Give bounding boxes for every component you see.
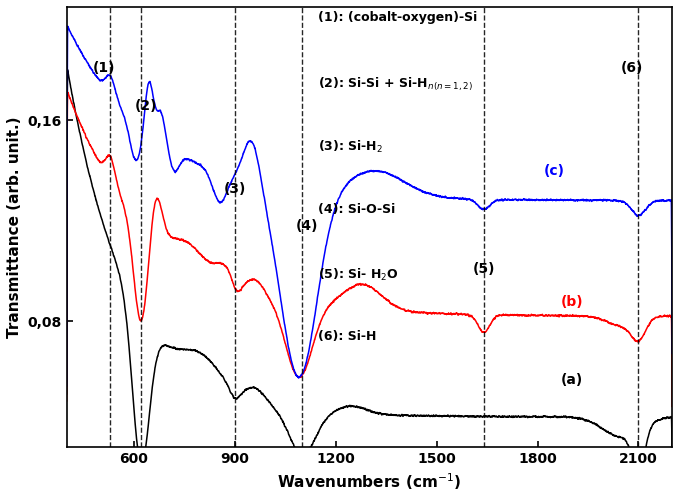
Text: (5): Si- H$_2$O: (5): Si- H$_2$O [318, 266, 399, 282]
Text: (4): (4) [296, 219, 318, 233]
X-axis label: Wavenumbers (cm$^{-1}$): Wavenumbers (cm$^{-1}$) [277, 472, 461, 492]
Text: (3): Si-H$_2$: (3): Si-H$_2$ [318, 139, 383, 155]
Text: (3): (3) [223, 182, 246, 196]
Text: (4): Si-O-Si: (4): Si-O-Si [318, 203, 395, 216]
Y-axis label: Transmittance (arb. unit.): Transmittance (arb. unit.) [7, 116, 22, 338]
Text: (c): (c) [545, 164, 565, 179]
Text: (1): (1) [92, 61, 115, 75]
Text: (a): (a) [561, 373, 583, 387]
Text: (b): (b) [561, 295, 584, 309]
Text: (6): (6) [621, 61, 643, 75]
Text: (6): Si-H: (6): Si-H [318, 330, 376, 343]
Text: (2): (2) [134, 98, 157, 113]
Text: (5): (5) [473, 262, 495, 276]
Text: (1): (cobalt-oxygen)-Si: (1): (cobalt-oxygen)-Si [318, 11, 477, 24]
Text: (2): Si-Si + Si-H$_{n(n=1,2)}$: (2): Si-Si + Si-H$_{n(n=1,2)}$ [318, 75, 473, 92]
